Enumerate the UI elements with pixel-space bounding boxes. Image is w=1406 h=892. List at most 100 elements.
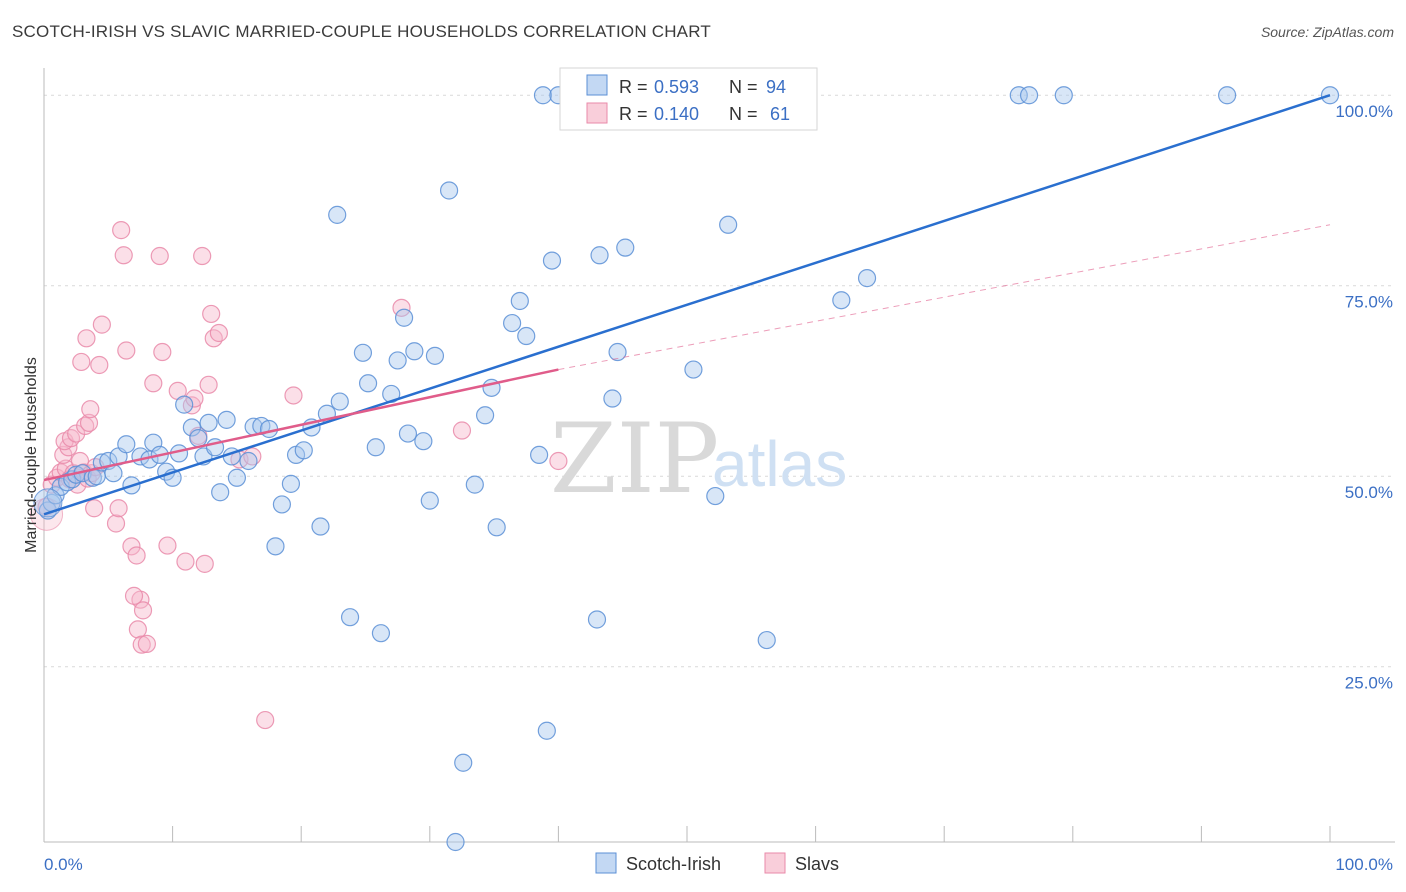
slavs-point-35 bbox=[124, 586, 144, 605]
scotch-irish-point-27 bbox=[199, 413, 218, 432]
watermark-zip: ZIP bbox=[550, 403, 719, 515]
scotch-irish-point-90 bbox=[1019, 86, 1039, 105]
legend-n-value-1: 94 bbox=[766, 77, 786, 97]
legend-n-label-1: N = bbox=[729, 77, 758, 97]
legend-swatch-scotch-irish bbox=[586, 74, 608, 96]
slavs-point-24 bbox=[72, 352, 91, 372]
slavs-point-22 bbox=[90, 355, 109, 375]
scotch-irish-point-83 bbox=[706, 486, 725, 506]
scotch-irish-point-67 bbox=[503, 313, 522, 333]
y-tick-labels: 25.0% 50.0% 75.0% 100.0% bbox=[1335, 102, 1393, 692]
slavs-point-53 bbox=[209, 323, 228, 343]
legend-n-label-2: N = bbox=[729, 104, 758, 124]
scotch-irish-point-64 bbox=[475, 406, 495, 425]
bottom-legend: Scotch-Irish Slavs bbox=[595, 852, 839, 874]
trend-line-0 bbox=[43, 94, 1331, 516]
scotch-irish-point-59 bbox=[425, 346, 445, 365]
slavs-point-60 bbox=[549, 451, 568, 471]
scotch-irish-point-53 bbox=[388, 351, 407, 370]
scotch-irish-point-41 bbox=[294, 441, 313, 460]
legend: R = 0.593 N = 94 R = 0.140 N = 61 bbox=[559, 67, 818, 131]
scotch-irish-point-29 bbox=[211, 483, 230, 502]
slavs-point-39 bbox=[144, 374, 163, 393]
slavs-point-41 bbox=[153, 342, 172, 362]
slavs-point-28 bbox=[112, 221, 131, 240]
legend-r-label-2: R = bbox=[619, 104, 648, 124]
slavs-point-48 bbox=[193, 246, 212, 266]
chart-title: SCOTCH-IRISH VS SLAVIC MARRIED-COUPLE HO… bbox=[12, 22, 711, 41]
slavs-point-40 bbox=[150, 246, 169, 266]
slavs-points bbox=[30, 221, 568, 730]
scotch-irish-point-51 bbox=[371, 624, 391, 643]
grid-lines bbox=[44, 94, 1395, 668]
trend-line-2 bbox=[558, 224, 1331, 371]
slavs-point-59 bbox=[452, 421, 472, 440]
slavs-point-23 bbox=[92, 315, 111, 334]
x-tick-max: 100.0% bbox=[1335, 855, 1393, 874]
slavs-point-56 bbox=[256, 710, 275, 730]
scotch-irish-point-82 bbox=[684, 360, 703, 379]
scotch-irish-point-69 bbox=[517, 326, 536, 346]
scotch-irish-point-30 bbox=[217, 410, 236, 429]
slavs-point-34 bbox=[133, 601, 153, 620]
scotch-irish-point-92 bbox=[1218, 86, 1237, 105]
scotch-irish-point-61 bbox=[446, 832, 465, 852]
slavs-point-37 bbox=[132, 635, 151, 654]
slavs-point-49 bbox=[195, 554, 214, 573]
slavs-point-27 bbox=[109, 499, 128, 518]
scotch-irish-point-54 bbox=[394, 308, 414, 327]
scotch-irish-point-60 bbox=[439, 181, 459, 200]
watermark-atlas: atlas bbox=[712, 428, 847, 500]
y-axis-label: Married-couple Households bbox=[23, 357, 40, 553]
scotch-irish-point-91 bbox=[1054, 86, 1073, 105]
scotch-irish-point-14 bbox=[117, 435, 136, 454]
y-tick-label-1: 50.0% bbox=[1345, 483, 1393, 502]
scotch-irish-point-25 bbox=[189, 429, 208, 448]
scotch-irish-point-81 bbox=[616, 238, 635, 257]
slavs-point-21 bbox=[85, 499, 104, 518]
scotch-irish-point-24 bbox=[182, 418, 201, 437]
scotch-irish-point-62 bbox=[454, 753, 473, 772]
bottom-legend-slavs: Slavs bbox=[795, 854, 839, 874]
y-tick-label-3: 100.0% bbox=[1335, 102, 1393, 121]
bottom-legend-swatch-slavs bbox=[764, 852, 786, 874]
scotch-irish-point-33 bbox=[239, 451, 258, 471]
scotch-irish-point-78 bbox=[590, 246, 609, 265]
slavs-point-38 bbox=[137, 634, 156, 653]
slavs-point-44 bbox=[176, 552, 195, 571]
slavs-point-52 bbox=[204, 329, 223, 348]
scotch-irish-point-38 bbox=[272, 495, 292, 514]
watermark: ZIP atlas bbox=[550, 403, 847, 515]
slavs-point-30 bbox=[117, 341, 136, 360]
scotch-irish-point-49 bbox=[358, 374, 378, 393]
slavs-point-25 bbox=[77, 329, 96, 348]
slavs-point-31 bbox=[122, 537, 141, 556]
scotch-irish-point-37 bbox=[266, 537, 285, 556]
scotch-irish-point-23 bbox=[175, 395, 194, 414]
source-label: Source: ZipAtlas.com bbox=[1260, 24, 1394, 40]
scotch-irish-point-39 bbox=[281, 474, 301, 493]
scotch-irish-point-72 bbox=[537, 721, 556, 740]
scotch-irish-point-79 bbox=[603, 389, 622, 408]
legend-r-label-1: R = bbox=[619, 77, 648, 97]
scotch-irish-point-56 bbox=[405, 342, 424, 361]
slavs-point-32 bbox=[127, 546, 146, 565]
scotch-irish-point-84 bbox=[719, 215, 738, 234]
y-tick-label-2: 75.0% bbox=[1345, 293, 1393, 312]
slavs-point-46 bbox=[185, 389, 204, 408]
scotch-irish-point-47 bbox=[340, 608, 360, 627]
slavs-point-26 bbox=[106, 514, 126, 533]
slavs-point-57 bbox=[284, 386, 303, 405]
x-tick-min: 0.0% bbox=[44, 855, 83, 874]
axes bbox=[43, 68, 1395, 843]
slavs-point-20 bbox=[81, 400, 100, 419]
scotch-irish-point-57 bbox=[414, 432, 433, 451]
legend-r-value-2: 0.140 bbox=[654, 104, 699, 124]
scotch-irish-point-55 bbox=[398, 424, 418, 443]
bottom-legend-scotch-irish: Scotch-Irish bbox=[626, 854, 721, 874]
scotch-irish-point-68 bbox=[510, 291, 529, 311]
scotch-irish-point-89 bbox=[1009, 86, 1028, 105]
scotch-irish-point-77 bbox=[587, 610, 607, 629]
slavs-point-51 bbox=[202, 304, 221, 324]
